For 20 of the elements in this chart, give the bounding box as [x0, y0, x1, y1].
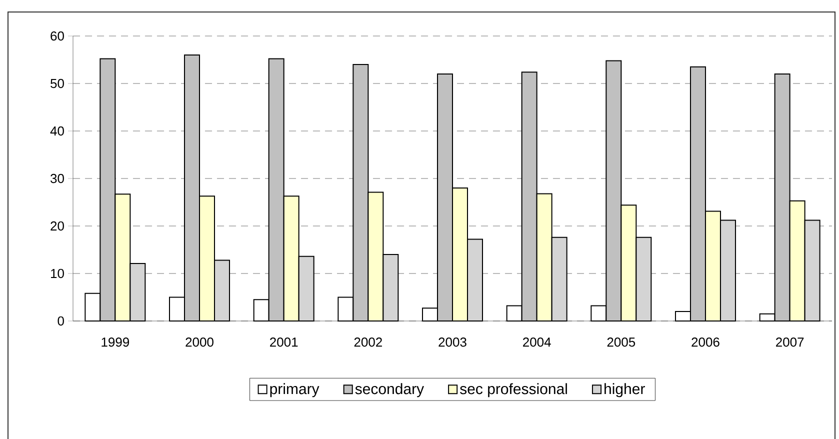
y-tick-label: 40 — [50, 126, 64, 136]
legend-label: sec professional — [460, 383, 567, 398]
x-tick-label: 2006 — [692, 338, 720, 347]
x-tick-label: 2005 — [607, 338, 636, 347]
y-tick-label: 50 — [50, 78, 64, 88]
x-tick-label: 2002 — [354, 338, 382, 347]
y-tick-label: 0 — [58, 316, 64, 326]
legend-label: higher — [604, 383, 645, 398]
legend-label: primary — [270, 383, 320, 398]
x-tick-label: 2007 — [776, 338, 804, 347]
x-tick-label: 2000 — [186, 338, 214, 347]
y-tick-label: 30 — [50, 174, 64, 184]
y-tick-label: 20 — [50, 221, 64, 231]
y-tick-label: 60 — [50, 31, 64, 41]
legend-label: secondary — [355, 383, 424, 398]
x-tick-label: 2003 — [438, 338, 466, 347]
x-tick-label: 2004 — [523, 338, 551, 347]
x-tick-label: 1999 — [102, 338, 130, 347]
y-tick-label: 10 — [51, 268, 64, 278]
x-tick-label: 2001 — [270, 338, 298, 347]
